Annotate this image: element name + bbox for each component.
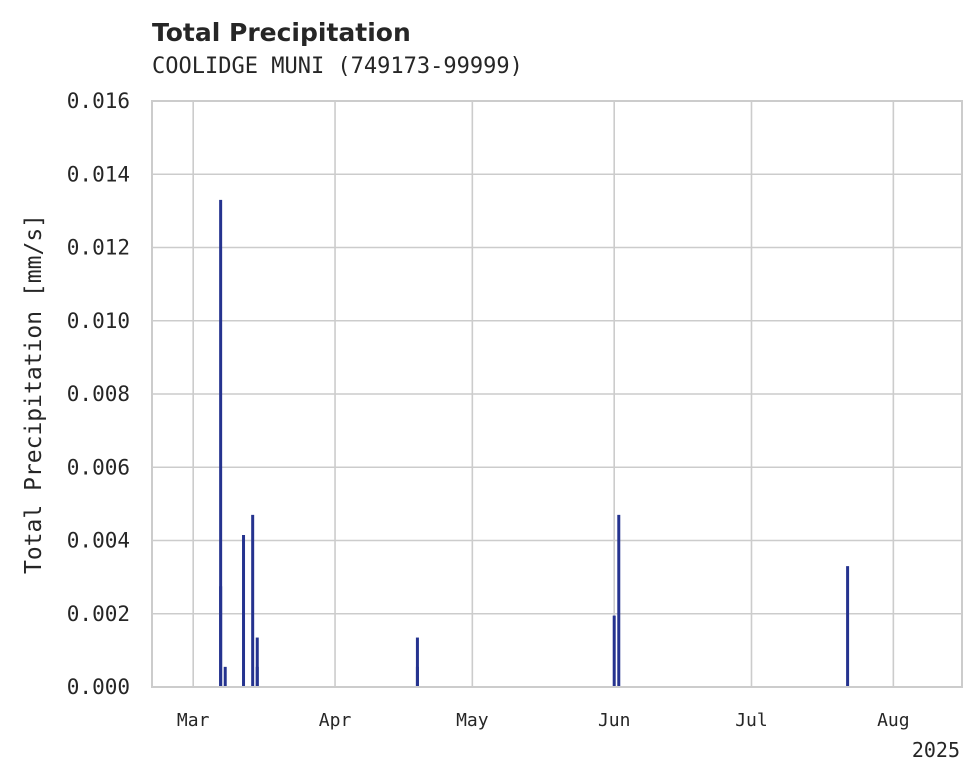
precipitation-bar bbox=[617, 514, 621, 687]
precipitation-bar bbox=[255, 637, 259, 687]
y-tick-label: 0.014 bbox=[67, 162, 130, 186]
y-tick-label: 0.016 bbox=[67, 89, 130, 113]
chart-subtitle: COOLIDGE MUNI (749173-99999) bbox=[152, 54, 523, 79]
grid-lines bbox=[152, 100, 962, 688]
chart-title: Total Precipitation bbox=[152, 18, 411, 47]
y-tick-label: 0.008 bbox=[67, 382, 130, 406]
x-axis-year-label: 2025 bbox=[912, 738, 960, 762]
x-axis-ticks: Mar Apr May Jun Jul Aug bbox=[177, 710, 910, 731]
precipitation-bar bbox=[251, 514, 255, 687]
precipitation-bars bbox=[219, 199, 850, 687]
precipitation-bar bbox=[255, 666, 259, 687]
x-tick-label: Jun bbox=[598, 710, 631, 731]
y-tick-label: 0.006 bbox=[67, 455, 130, 479]
x-tick-label: May bbox=[456, 710, 489, 731]
y-tick-label: 0.012 bbox=[67, 236, 130, 260]
x-tick-label: Jul bbox=[735, 710, 768, 731]
precipitation-bar bbox=[223, 666, 227, 687]
y-tick-label: 0.004 bbox=[67, 529, 130, 553]
x-tick-label: Apr bbox=[319, 710, 352, 731]
precipitation-bar bbox=[415, 637, 419, 687]
precipitation-bar bbox=[415, 666, 419, 687]
y-axis-ticks: 0.000 0.002 0.004 0.006 0.008 0.010 0.012 0.014… bbox=[67, 89, 130, 699]
precipitation-bar bbox=[219, 199, 223, 687]
y-tick-label: 0.002 bbox=[67, 602, 130, 626]
y-tick-label: 0.010 bbox=[67, 309, 130, 333]
y-axis-label: Total Precipitation [mm/s] bbox=[21, 214, 47, 574]
y-tick-label: 0.000 bbox=[67, 675, 130, 699]
precipitation-bar bbox=[242, 535, 246, 687]
plot-frame bbox=[151, 100, 963, 688]
precipitation-bar bbox=[846, 566, 850, 687]
x-tick-label: Aug bbox=[877, 710, 910, 731]
precipitation-bar bbox=[612, 615, 616, 687]
x-tick-label: Mar bbox=[177, 710, 210, 731]
